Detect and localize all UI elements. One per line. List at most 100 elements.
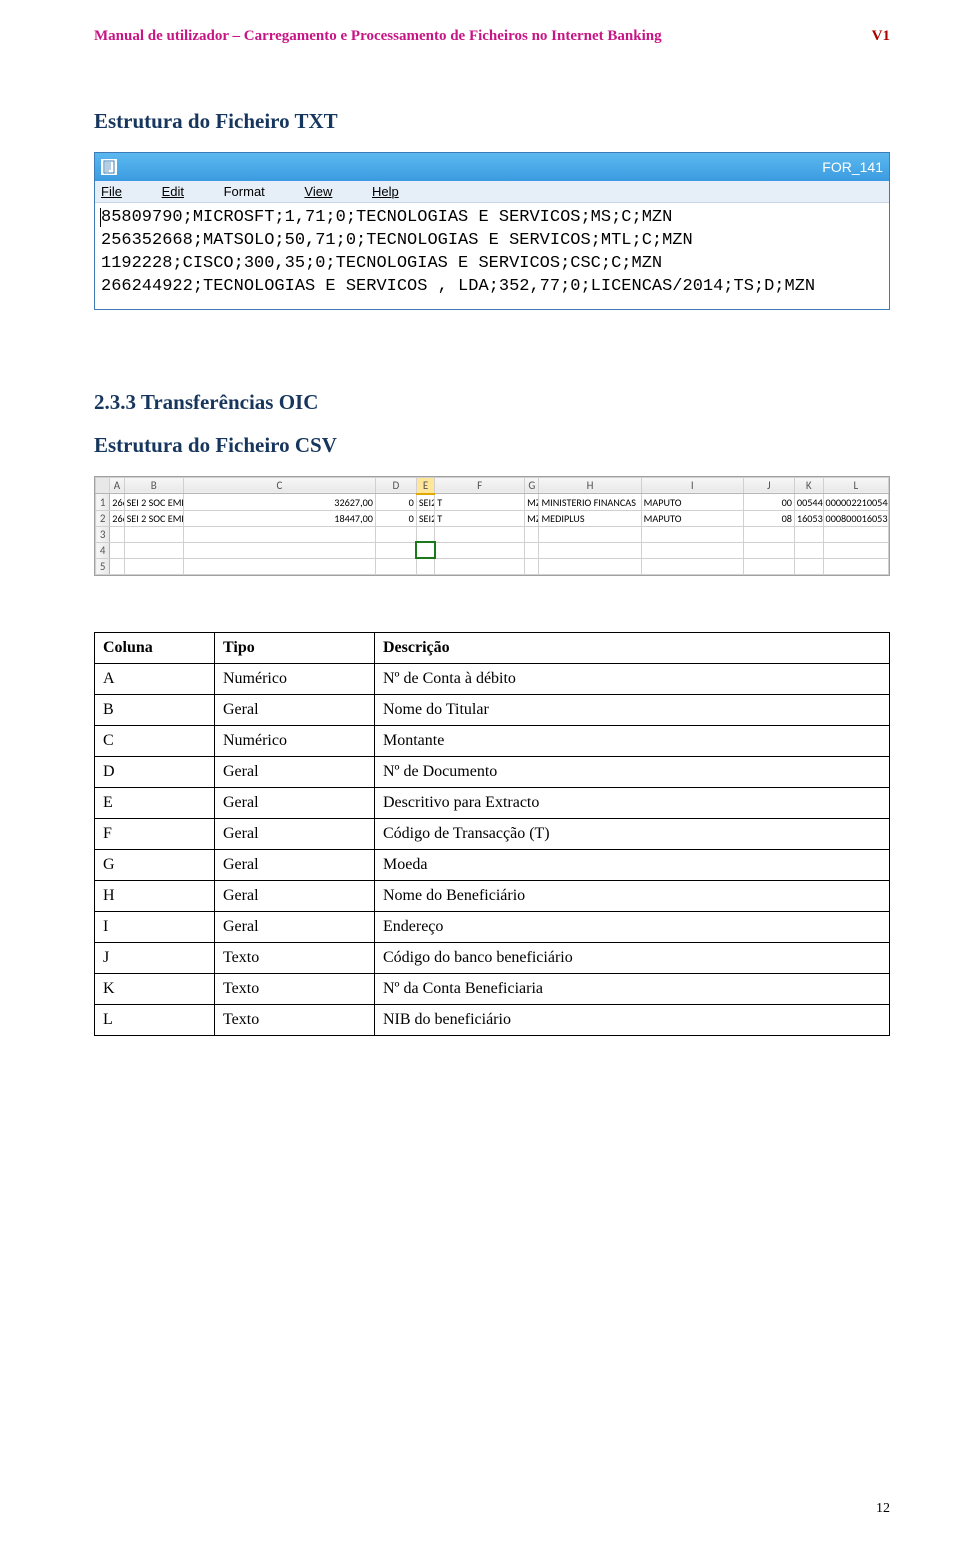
excel-cell[interactable] <box>435 558 525 574</box>
excel-cell[interactable]: 32627,00 <box>183 494 375 511</box>
excel-cell[interactable] <box>823 526 888 542</box>
excel-cell[interactable]: MINISTERIO FINANCAS <box>539 494 641 511</box>
section-subtitle-csv: Estrutura do Ficheiro CSV <box>94 433 890 458</box>
menu-format[interactable]: Format <box>224 184 283 199</box>
excel-cell[interactable] <box>110 542 124 558</box>
excel-cell[interactable] <box>525 526 539 542</box>
excel-col-K[interactable]: K <box>794 477 823 494</box>
excel-col-L[interactable]: L <box>823 477 888 494</box>
excel-cell[interactable] <box>794 542 823 558</box>
excel-cell[interactable] <box>641 558 743 574</box>
excel-cell[interactable]: 0 <box>375 494 416 511</box>
excel-cell[interactable] <box>641 542 743 558</box>
excel-col-E[interactable]: E <box>416 477 434 494</box>
excel-cell[interactable] <box>124 526 183 542</box>
notepad-menu[interactable]: File Edit Format View Help <box>95 181 889 203</box>
excel-cell[interactable] <box>183 542 375 558</box>
excel-row-5[interactable]: 5 <box>96 558 110 574</box>
excel-cell[interactable]: MAPUTO <box>641 494 743 511</box>
menu-edit[interactable]: Edit <box>162 184 202 199</box>
excel-cell[interactable] <box>435 542 525 558</box>
desc-cell: G <box>95 849 215 880</box>
excel-cell[interactable]: 266244922 <box>110 494 124 511</box>
excel-cell[interactable] <box>183 526 375 542</box>
excel-row-3[interactable]: 3 <box>96 526 110 542</box>
menu-view[interactable]: View <box>304 184 350 199</box>
excel-cell[interactable] <box>435 526 525 542</box>
excel-col-F[interactable]: F <box>435 477 525 494</box>
excel-cell[interactable]: MZN <box>525 510 539 526</box>
excel-cell[interactable]: 00000221005445101491 <box>823 494 888 511</box>
excel-col-A[interactable]: A <box>110 477 124 494</box>
excel-cell[interactable]: 00080001605388910180 <box>823 510 888 526</box>
desc-cell: Geral <box>215 818 375 849</box>
excel-cell[interactable] <box>416 558 434 574</box>
excel-corner[interactable] <box>96 477 110 494</box>
excel-cell[interactable] <box>641 526 743 542</box>
excel-cell[interactable]: 00544510014 <box>794 494 823 511</box>
excel-cell[interactable] <box>743 526 794 542</box>
excel-col-C[interactable]: C <box>183 477 375 494</box>
excel-cell[interactable] <box>416 526 434 542</box>
excel-cell[interactable] <box>124 542 183 558</box>
excel-cell[interactable]: MZN <box>525 494 539 511</box>
section-title-oic: 2.3.3 Transferências OIC <box>94 390 890 415</box>
excel-cell[interactable]: 18447,00 <box>183 510 375 526</box>
excel-cell[interactable] <box>539 542 641 558</box>
excel-col-B[interactable]: B <box>124 477 183 494</box>
excel-cell[interactable]: SEI 2 SOC EMPREENDIMENTOS IMOB LDA <box>124 510 183 526</box>
excel-col-I[interactable]: I <box>641 477 743 494</box>
excel-col-H[interactable]: H <box>539 477 641 494</box>
excel-cell[interactable] <box>525 558 539 574</box>
doc-header-version: V1 <box>872 28 890 45</box>
desc-cell: C <box>95 725 215 756</box>
excel-cell[interactable] <box>375 526 416 542</box>
excel-row-1[interactable]: 1 <box>96 494 110 511</box>
excel-cell[interactable] <box>124 558 183 574</box>
desc-cell: Nº de Conta à débito <box>375 663 890 694</box>
desc-cell: Geral <box>215 694 375 725</box>
excel-cell[interactable] <box>823 542 888 558</box>
excel-cell[interactable] <box>743 558 794 574</box>
excel-cell[interactable]: 16053889101 <box>794 510 823 526</box>
excel-cell[interactable] <box>743 542 794 558</box>
excel-cell[interactable] <box>110 526 124 542</box>
excel-cell[interactable] <box>375 542 416 558</box>
menu-file[interactable]: File <box>101 184 140 199</box>
excel-cell[interactable]: T <box>435 494 525 511</box>
excel-cell[interactable]: 00 <box>743 494 794 511</box>
excel-cell[interactable]: 266244922 <box>110 510 124 526</box>
excel-cell[interactable]: 08 <box>743 510 794 526</box>
menu-help[interactable]: Help <box>372 184 417 199</box>
desc-cell: Código de Transacção (T) <box>375 818 890 849</box>
excel-cell[interactable] <box>539 526 641 542</box>
excel-cell[interactable] <box>110 558 124 574</box>
excel-cell[interactable]: MAPUTO <box>641 510 743 526</box>
excel-cell[interactable]: SEI2 IRPS 201409 <box>416 494 434 511</box>
notepad-textarea[interactable]: 85809790;MICROSFT;1,71;0;TECNOLOGIAS E S… <box>95 203 889 309</box>
excel-col-G[interactable]: G <box>525 477 539 494</box>
excel-cell[interactable] <box>375 558 416 574</box>
excel-cell[interactable] <box>794 526 823 542</box>
notepad-titlebar[interactable]: FOR_141 <box>95 153 889 181</box>
excel-cell[interactable]: SEI 2 SOC EMPREENDIMENTOS IMOB LDA <box>124 494 183 511</box>
doc-header: Manual de utilizador – Carregamento e Pr… <box>94 28 890 45</box>
excel-cell[interactable] <box>183 558 375 574</box>
excel-cell[interactable] <box>539 558 641 574</box>
desc-cell: L <box>95 1004 215 1035</box>
excel-cell[interactable] <box>823 558 888 574</box>
desc-header: Descrição <box>375 632 890 663</box>
excel-cell[interactable] <box>525 542 539 558</box>
excel-cell[interactable] <box>794 558 823 574</box>
excel-grid[interactable]: ABCDEFGHIJKL 1266244922SEI 2 SOC EMPREEND… <box>95 477 889 575</box>
excel-row-4[interactable]: 4 <box>96 542 110 558</box>
desc-cell: Numérico <box>215 663 375 694</box>
excel-cell[interactable]: T <box>435 510 525 526</box>
excel-cell[interactable]: SEI2 FT17699 MEDIPLUS <box>416 510 434 526</box>
excel-cell[interactable]: 0 <box>375 510 416 526</box>
excel-col-D[interactable]: D <box>375 477 416 494</box>
excel-cell[interactable] <box>416 542 434 558</box>
excel-cell[interactable]: MEDIPLUS <box>539 510 641 526</box>
excel-row-2[interactable]: 2 <box>96 510 110 526</box>
excel-col-J[interactable]: J <box>743 477 794 494</box>
